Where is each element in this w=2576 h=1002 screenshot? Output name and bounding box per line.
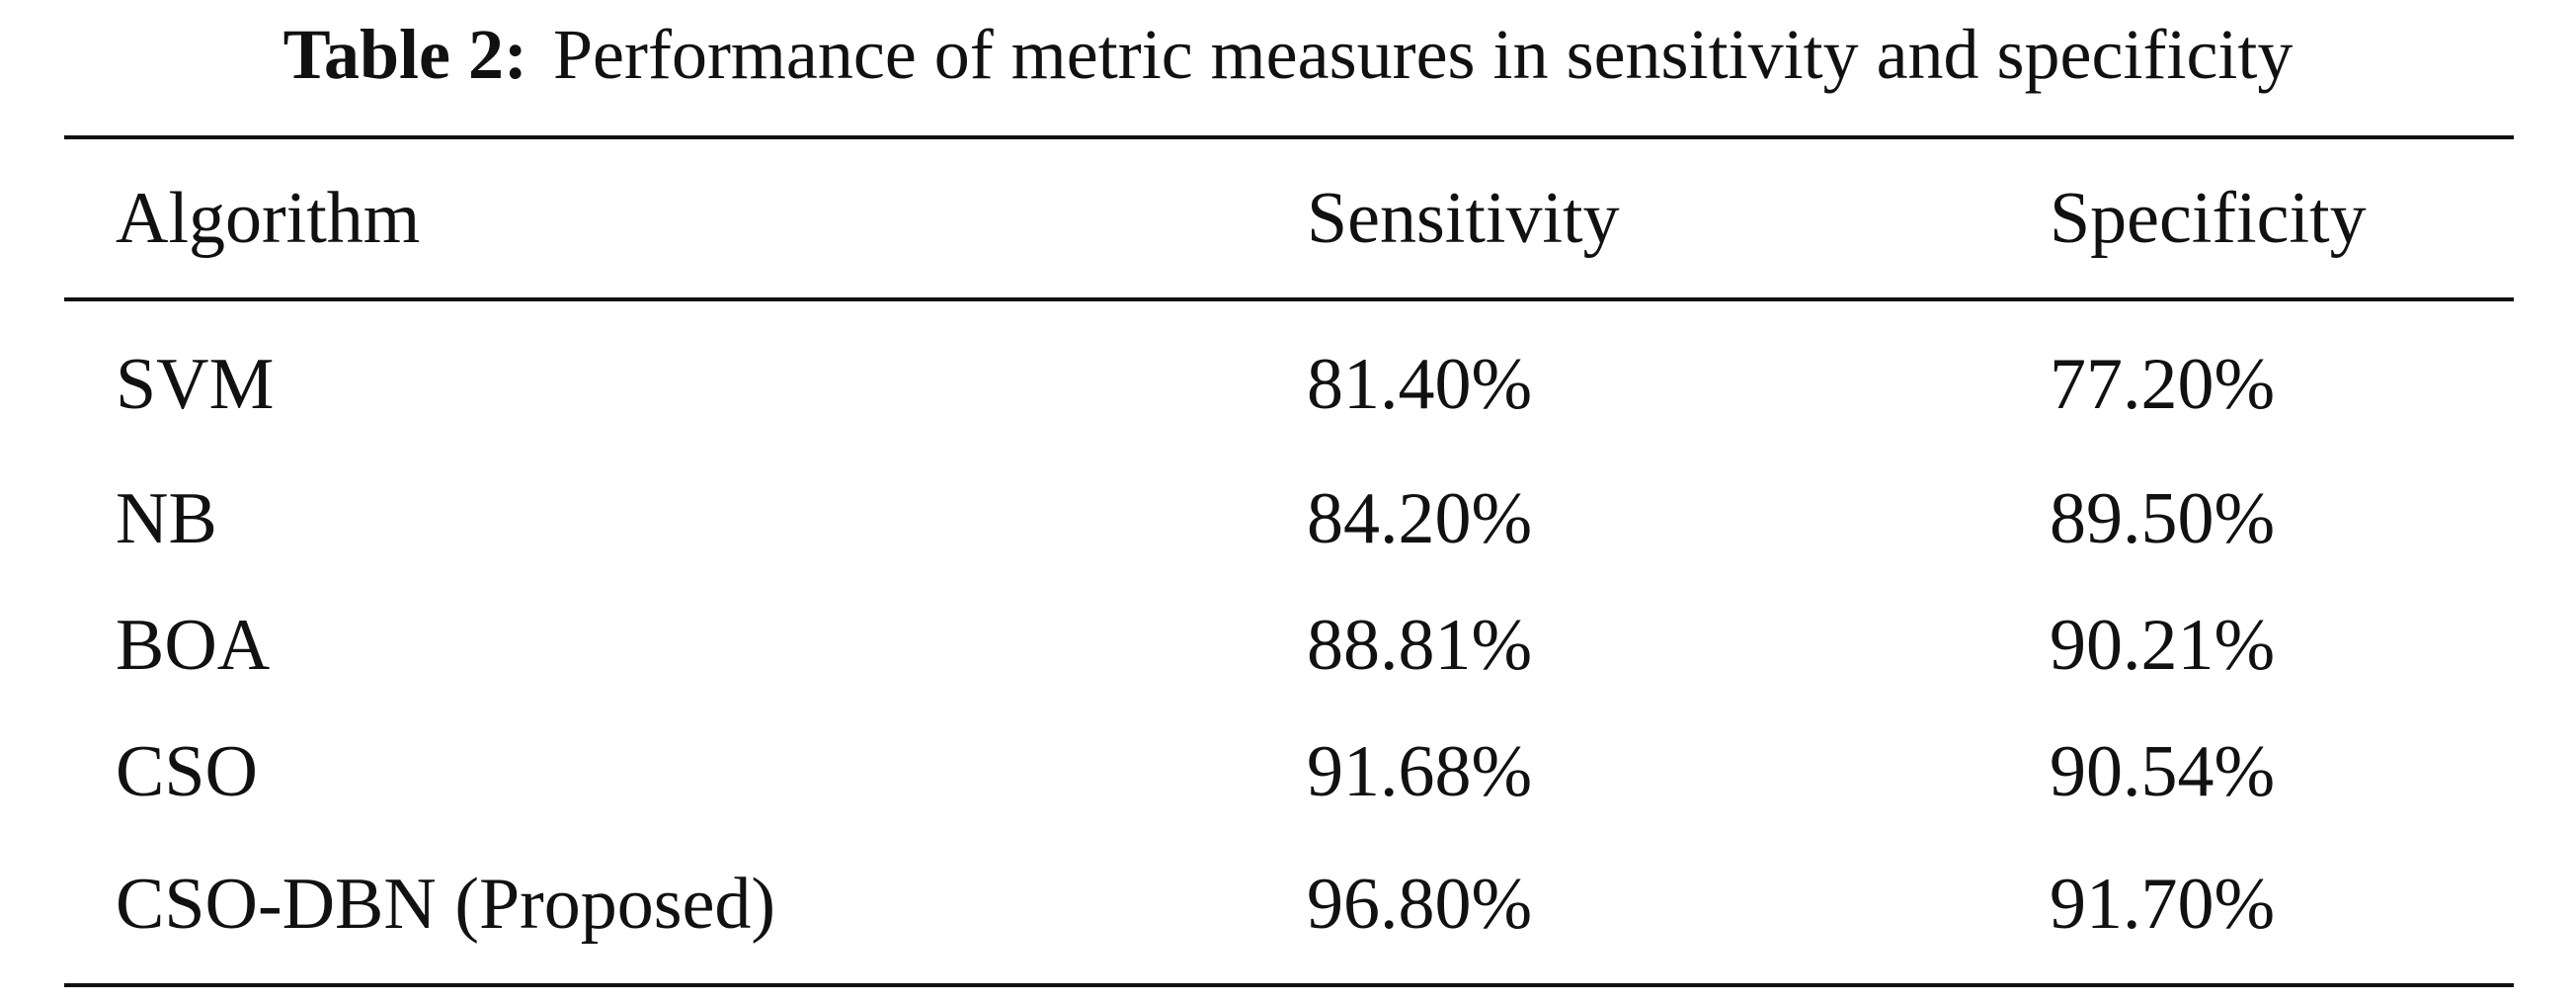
table-row: NB 84.20% 89.50% xyxy=(64,456,2514,582)
cell-algorithm: BOA xyxy=(116,604,271,686)
header-sensitivity: Sensitivity xyxy=(1307,177,1620,259)
table-row: CSO 91.68% 90.54% xyxy=(64,709,2514,835)
cell-algorithm: SVM xyxy=(116,343,275,425)
cell-algorithm: NB xyxy=(116,477,217,559)
cell-specificity: 91.70% xyxy=(2050,863,2276,945)
table-row: SVM 81.40% 77.20% xyxy=(64,299,2514,456)
cell-sensitivity: 88.81% xyxy=(1307,604,1533,686)
table-caption: Table 2: Performance of metric measures i… xyxy=(0,0,2576,109)
table-container: Algorithm Sensitivity Specificity SVM 81… xyxy=(64,135,2514,987)
caption-label: Table 2: xyxy=(282,15,527,94)
cell-algorithm: CSO-DBN (Proposed) xyxy=(116,863,776,945)
cell-specificity: 90.54% xyxy=(2050,730,2276,812)
table-row: BOA 88.81% 90.21% xyxy=(64,582,2514,709)
cell-specificity: 90.21% xyxy=(2050,604,2276,686)
cell-sensitivity: 91.68% xyxy=(1307,730,1533,812)
cell-specificity: 77.20% xyxy=(2050,343,2276,425)
caption-text: Performance of metric measures in sensit… xyxy=(552,15,2294,94)
header-row: Algorithm Sensitivity Specificity xyxy=(64,137,2514,299)
cell-sensitivity: 81.40% xyxy=(1307,343,1533,425)
header-specificity: Specificity xyxy=(2050,177,2367,259)
cell-sensitivity: 96.80% xyxy=(1307,863,1533,945)
header-algorithm: Algorithm xyxy=(116,177,421,259)
table-row: CSO-DBN (Proposed) 96.80% 91.70% xyxy=(64,835,2514,985)
cell-algorithm: CSO xyxy=(116,730,258,812)
cell-specificity: 89.50% xyxy=(2050,477,2276,559)
cell-sensitivity: 84.20% xyxy=(1307,477,1533,559)
results-table: Algorithm Sensitivity Specificity SVM 81… xyxy=(64,135,2514,987)
